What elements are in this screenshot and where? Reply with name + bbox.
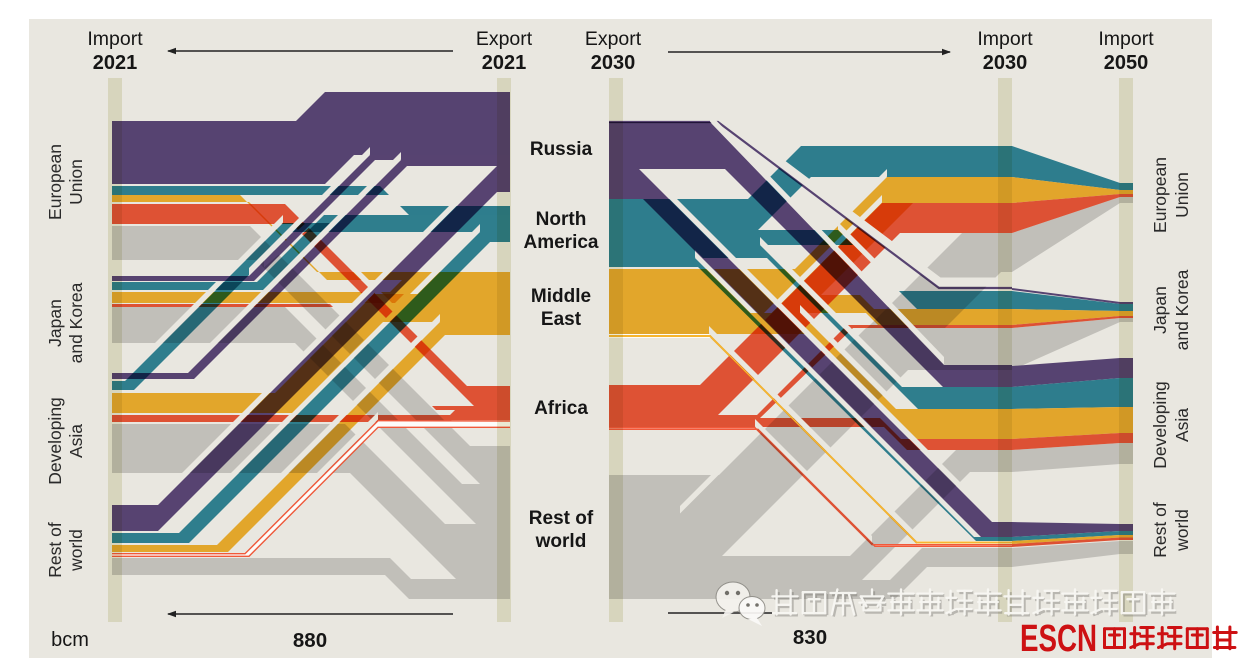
svg-text:Asia: Asia xyxy=(1172,408,1192,442)
svg-text:world: world xyxy=(66,529,86,572)
svg-text:Developing: Developing xyxy=(1150,381,1170,469)
svg-text:2030: 2030 xyxy=(591,52,636,74)
svg-text:Middle: Middle xyxy=(531,286,591,307)
svg-text:830: 830 xyxy=(793,626,827,649)
svg-text:world: world xyxy=(1172,509,1192,552)
svg-text:and Korea: and Korea xyxy=(1172,269,1192,350)
svg-text:880: 880 xyxy=(293,629,327,652)
svg-text:bcm: bcm xyxy=(51,629,89,651)
svg-text:ESCN: ESCN xyxy=(1020,618,1097,660)
svg-text:Import: Import xyxy=(977,28,1033,50)
svg-text:Rest of: Rest of xyxy=(529,508,594,529)
svg-text:Export: Export xyxy=(476,28,533,50)
svg-text:2021: 2021 xyxy=(93,52,138,74)
svg-text:Union: Union xyxy=(1172,172,1192,218)
svg-text:Rest of: Rest of xyxy=(45,522,65,578)
svg-text:America: America xyxy=(524,232,599,253)
svg-text:Developing: Developing xyxy=(45,397,65,485)
svg-text:world: world xyxy=(535,531,587,552)
svg-text:Asia: Asia xyxy=(66,424,86,458)
svg-text:North: North xyxy=(536,209,587,230)
svg-text:2030: 2030 xyxy=(983,52,1028,74)
svg-text:Japan: Japan xyxy=(45,299,65,347)
svg-text:European: European xyxy=(45,144,65,220)
svg-text:2021: 2021 xyxy=(482,52,527,74)
svg-text:Import: Import xyxy=(87,28,143,50)
svg-text:Japan: Japan xyxy=(1150,286,1170,334)
svg-text:Russia: Russia xyxy=(530,139,593,160)
svg-text:Rest of: Rest of xyxy=(1150,502,1170,558)
svg-text:Africa: Africa xyxy=(534,398,588,419)
svg-text:Union: Union xyxy=(66,159,86,205)
svg-text:European: European xyxy=(1150,157,1170,233)
svg-text:2050: 2050 xyxy=(1104,52,1149,74)
svg-text:Import: Import xyxy=(1098,28,1154,50)
svg-text:Export: Export xyxy=(585,28,642,50)
svg-text:and Korea: and Korea xyxy=(66,282,86,363)
svg-text:East: East xyxy=(541,309,582,330)
